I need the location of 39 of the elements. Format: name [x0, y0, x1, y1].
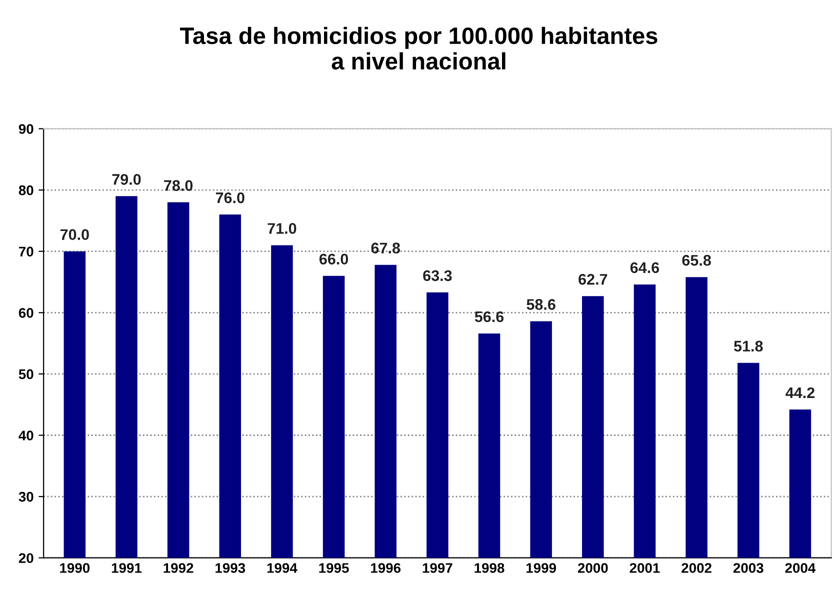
data-label: 78.0 — [164, 180, 193, 191]
x-tick-label: 2000 — [578, 563, 608, 573]
data-label: 76.0 — [216, 192, 244, 204]
data-label: 62.7 — [578, 274, 608, 285]
y-tick-label: 80 — [18, 185, 34, 196]
x-tick-label: 1990 — [60, 563, 90, 573]
x-tick-label: 1993 — [216, 563, 246, 573]
x-tick-label: 2003 — [733, 563, 764, 573]
data-label: 67.8 — [371, 242, 400, 254]
y-tick-label: 60 — [18, 308, 34, 318]
y-tick-label: 90 — [18, 124, 34, 134]
data-label: 65.8 — [682, 254, 711, 266]
y-tick-label: 70 — [19, 246, 34, 257]
data-label: 71.0 — [268, 223, 296, 234]
x-tick-label: 2002 — [682, 563, 712, 573]
data-label: 44.2 — [786, 387, 814, 398]
y-tick-label: 50 — [18, 369, 34, 380]
x-tick-label: 1997 — [422, 563, 452, 573]
x-tick-label: 1999 — [526, 563, 556, 573]
y-tick-label: 20 — [18, 553, 34, 564]
x-tick-label: 1996 — [371, 563, 401, 573]
x-tick-label: 2001 — [630, 563, 660, 573]
data-label: 56.6 — [474, 311, 504, 322]
y-tick-label: 40 — [18, 430, 34, 440]
data-label: 51.8 — [734, 340, 763, 352]
y-tick-label: 30 — [18, 492, 34, 502]
data-label: 70.0 — [60, 229, 89, 240]
data-label: 58.6 — [526, 299, 556, 310]
x-tick-label: 1998 — [474, 563, 504, 573]
x-tick-label: 1992 — [164, 563, 194, 573]
x-tick-label: 1994 — [267, 563, 298, 573]
x-tick-label: 1991 — [112, 563, 142, 573]
chart-title: Tasa de homicidios por 100.000 habitantes a nivel nacional — [180, 26, 658, 70]
data-label: 63.3 — [423, 270, 452, 282]
data-label: 64.6 — [630, 262, 660, 274]
x-tick-label: 1995 — [319, 563, 349, 573]
x-tick-label: 2004 — [785, 563, 816, 573]
data-label: 66.0 — [319, 254, 348, 265]
data-label: 79.0 — [112, 174, 141, 185]
